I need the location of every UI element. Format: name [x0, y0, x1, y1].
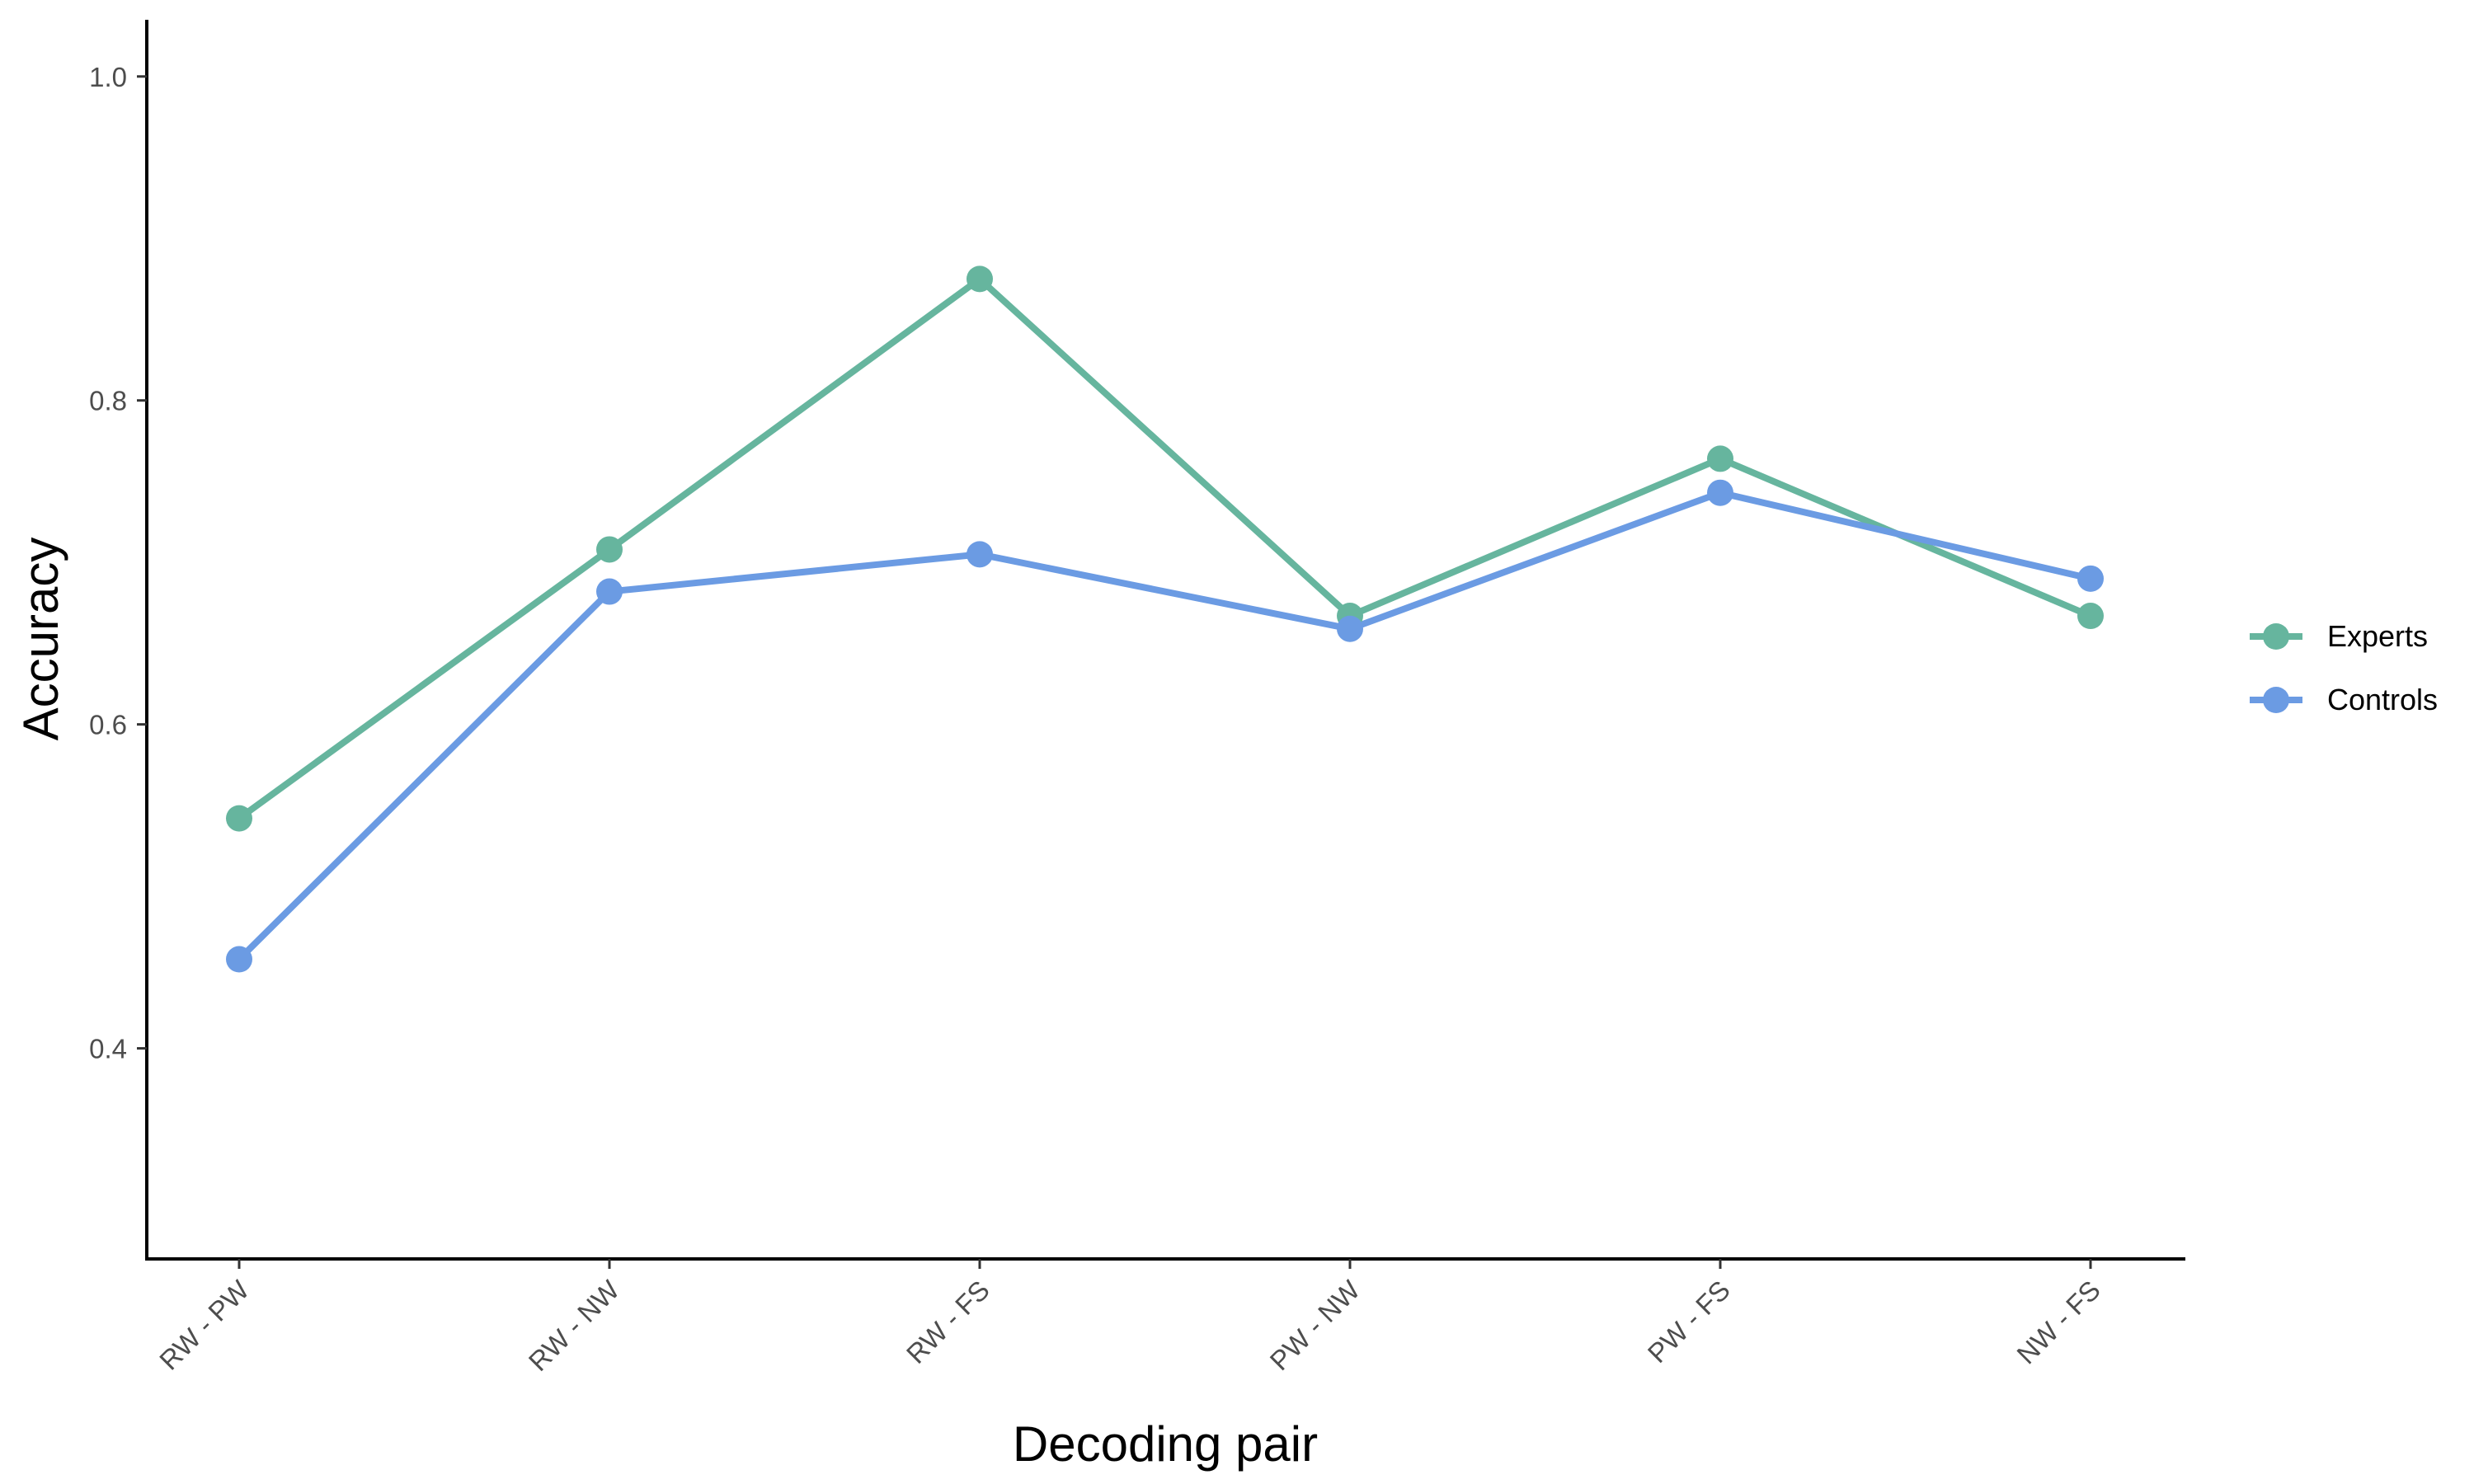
data-point-experts	[226, 805, 252, 832]
x-tick-label: PW - NW	[1264, 1274, 1366, 1376]
y-axis-ticks: 0.4 0.6 0.8 1.0	[89, 62, 147, 1064]
y-tick-label: 0.6	[89, 710, 127, 740]
data-point-controls	[2077, 565, 2104, 592]
x-tick-label: NW - FS	[2011, 1275, 2106, 1370]
series-line-controls	[237, 489, 2091, 962]
data-point-controls	[596, 578, 623, 605]
x-axis-title: Decoding pair	[1013, 1416, 1318, 1472]
legend-label: Controls	[2327, 683, 2438, 716]
y-tick-label: 0.4	[89, 1034, 127, 1064]
series-layer	[226, 265, 2104, 973]
x-tick-label: RW - NW	[523, 1274, 626, 1377]
y-tick-label: 1.0	[89, 62, 127, 92]
y-axis-title: Accuracy	[13, 538, 68, 741]
y-tick-label: 0.8	[89, 386, 127, 416]
x-axis-ticks: RW - PW RW - NW RW - FS PW - NW PW - FS NW - …	[153, 1259, 2106, 1377]
data-point-experts	[967, 265, 993, 293]
data-point-controls	[1337, 615, 1363, 642]
data-point-experts	[596, 536, 623, 563]
x-tick-label: RW - PW	[153, 1274, 256, 1376]
data-point-experts	[1707, 445, 1733, 472]
data-point-controls	[226, 946, 252, 973]
legend-marker	[2263, 623, 2289, 650]
series-line-experts	[237, 275, 2092, 821]
x-tick-label: RW - FS	[901, 1275, 995, 1369]
data-point-controls	[1707, 479, 1733, 506]
legend-item-controls: Controls	[2250, 683, 2438, 716]
legend-item-experts: Experts	[2250, 619, 2428, 653]
legend-label: Experts	[2327, 619, 2428, 653]
legend-marker	[2263, 687, 2289, 713]
x-tick-label: PW - FS	[1642, 1275, 1736, 1369]
legend: Experts Controls	[2250, 619, 2438, 716]
data-point-experts	[2077, 603, 2104, 630]
data-point-controls	[967, 541, 993, 568]
